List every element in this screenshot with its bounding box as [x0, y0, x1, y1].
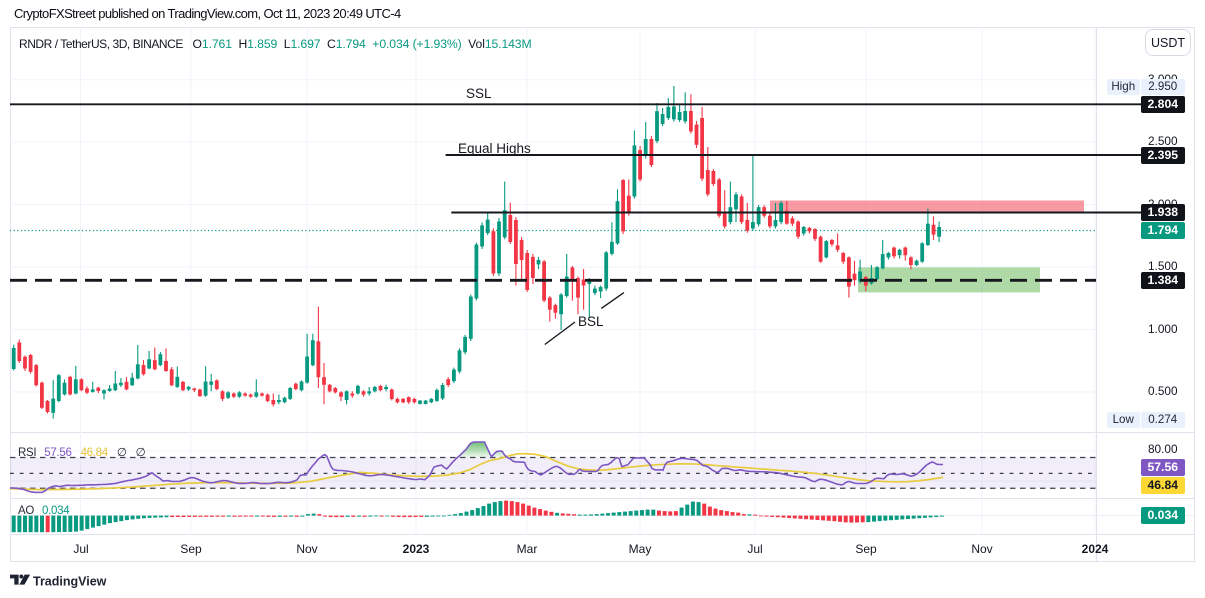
svg-text:TradingView: TradingView — [33, 575, 107, 589]
